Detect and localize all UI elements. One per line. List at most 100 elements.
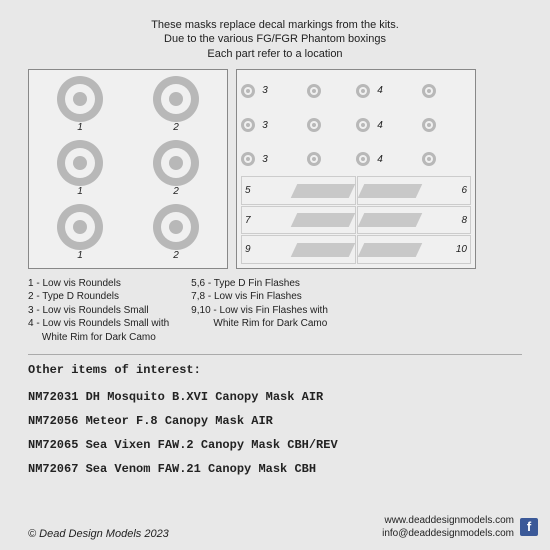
roundel-cell: 2: [129, 202, 223, 264]
flash-cell: 10: [357, 235, 472, 263]
small-roundel-icon: [241, 118, 255, 132]
facebook-icon[interactable]: f: [520, 518, 538, 536]
small-roundel-single: [387, 74, 471, 108]
website: www.deaddesignmodels.com: [382, 514, 514, 527]
small-roundel-icon: [241, 84, 255, 98]
divider: [28, 354, 522, 355]
legend-item: 2 - Type D Roundels: [28, 290, 169, 304]
flash-cell: 7: [241, 206, 356, 234]
roundel-icon: [153, 140, 199, 186]
roundel-icon: [57, 76, 103, 122]
copyright: © Dead Design Models 2023: [28, 528, 169, 540]
small-roundel-icon: [307, 152, 321, 166]
contact-text: www.deaddesignmodels.com info@deaddesign…: [382, 514, 514, 540]
roundel-icon: [57, 204, 103, 250]
small-roundel-icon: [422, 118, 436, 132]
fin-flash-icon: [290, 243, 355, 257]
diagram-row: 1 2 1 2 1 2 3 4 3 4 3 4 5 6 7 8 9 10: [28, 69, 522, 269]
small-roundels-grid: 3 4 3 4 3 4: [241, 74, 471, 177]
sr-num: 4: [373, 120, 387, 131]
roundel-cell: 2: [129, 138, 223, 200]
small-roundel-icon: [356, 84, 370, 98]
small-roundel-pair: 3: [241, 142, 272, 176]
fin-flash-icon: [357, 184, 422, 198]
header-line3: Each part refer to a location: [28, 47, 522, 61]
legend: 1 - Low vis Roundels 2 - Type D Roundels…: [28, 277, 522, 345]
small-roundel-pair: 4: [356, 74, 387, 108]
flash-num: 8: [461, 215, 467, 226]
roundel-label: 1: [77, 250, 83, 261]
sr-num: 4: [373, 154, 387, 165]
roundel-label: 1: [77, 122, 83, 133]
roundel-cell: 1: [33, 74, 127, 136]
small-roundel-pair: 4: [356, 108, 387, 142]
small-roundel-icon: [356, 152, 370, 166]
flash-num: 6: [461, 185, 467, 196]
small-roundel-icon: [241, 152, 255, 166]
fin-flash-icon: [357, 213, 422, 227]
small-roundel-single: [387, 108, 471, 142]
flash-num: 9: [245, 244, 251, 255]
contact-block: www.deaddesignmodels.com info@deaddesign…: [382, 514, 538, 540]
flash-num: 7: [245, 215, 251, 226]
small-roundel-pair: 3: [241, 108, 272, 142]
other-item: NM72031 DH Mosquito B.XVI Canopy Mask AI…: [28, 385, 522, 409]
small-flash-box: 3 4 3 4 3 4 5 6 7 8 9 10: [236, 69, 476, 269]
roundel-label: 2: [173, 122, 179, 133]
legend-item: 7,8 - Low vis Fin Flashes: [191, 290, 328, 304]
flash-cell: 6: [357, 176, 472, 204]
fin-flash-icon: [357, 243, 422, 257]
flash-cell: 5: [241, 176, 356, 204]
roundel-cell: 1: [33, 138, 127, 200]
small-roundel-pair: 4: [356, 142, 387, 176]
roundel-icon: [153, 204, 199, 250]
roundel-icon: [153, 76, 199, 122]
legend-right: 5,6 - Type D Fin Flashes 7,8 - Low vis F…: [191, 277, 328, 345]
legend-left: 1 - Low vis Roundels 2 - Type D Roundels…: [28, 277, 169, 345]
small-roundel-icon: [307, 118, 321, 132]
roundel-label: 2: [173, 186, 179, 197]
small-roundel-single: [272, 142, 356, 176]
sr-num: 3: [258, 154, 272, 165]
header-line2: Due to the various FG/FGR Phantom boxing…: [28, 32, 522, 46]
legend-item: 9,10 - Low vis Fin Flashes with: [191, 304, 328, 318]
sr-num: 3: [258, 85, 272, 96]
other-item: NM72067 Sea Venom FAW.21 Canopy Mask CBH: [28, 457, 522, 481]
other-items-title: Other items of interest:: [28, 363, 522, 377]
legend-item: White Rim for Dark Camo: [28, 331, 169, 345]
roundel-cell: 1: [33, 202, 127, 264]
small-roundel-single: [387, 142, 471, 176]
small-roundel-icon: [307, 84, 321, 98]
roundels-box: 1 2 1 2 1 2: [28, 69, 228, 269]
legend-item: White Rim for Dark Camo: [191, 317, 328, 331]
small-roundel-single: [272, 74, 356, 108]
roundel-label: 1: [77, 186, 83, 197]
small-roundel-icon: [356, 118, 370, 132]
legend-item: 5,6 - Type D Fin Flashes: [191, 277, 328, 291]
other-item: NM72056 Meteor F.8 Canopy Mask AIR: [28, 409, 522, 433]
small-roundel-icon: [422, 152, 436, 166]
footer: © Dead Design Models 2023 www.deaddesign…: [28, 514, 538, 540]
other-items-list: NM72031 DH Mosquito B.XVI Canopy Mask AI…: [28, 385, 522, 481]
small-roundel-pair: 3: [241, 74, 272, 108]
fin-flash-icon: [290, 213, 355, 227]
flash-num: 5: [245, 185, 251, 196]
small-roundel-icon: [422, 84, 436, 98]
roundel-icon: [57, 140, 103, 186]
fin-flash-grid: 5 6 7 8 9 10: [241, 176, 471, 263]
other-item: NM72065 Sea Vixen FAW.2 Canopy Mask CBH/…: [28, 433, 522, 457]
email: info@deaddesignmodels.com: [382, 527, 514, 540]
legend-item: 1 - Low vis Roundels: [28, 277, 169, 291]
flash-cell: 9: [241, 235, 356, 263]
header-text: These masks replace decal markings from …: [28, 18, 522, 61]
sr-num: 3: [258, 120, 272, 131]
flash-cell: 8: [357, 206, 472, 234]
roundel-label: 2: [173, 250, 179, 261]
legend-item: 4 - Low vis Roundels Small with: [28, 317, 169, 331]
legend-item: 3 - Low vis Roundels Small: [28, 304, 169, 318]
flash-num: 10: [456, 244, 467, 255]
sr-num: 4: [373, 85, 387, 96]
roundel-cell: 2: [129, 74, 223, 136]
header-line1: These masks replace decal markings from …: [28, 18, 522, 32]
fin-flash-icon: [290, 184, 355, 198]
